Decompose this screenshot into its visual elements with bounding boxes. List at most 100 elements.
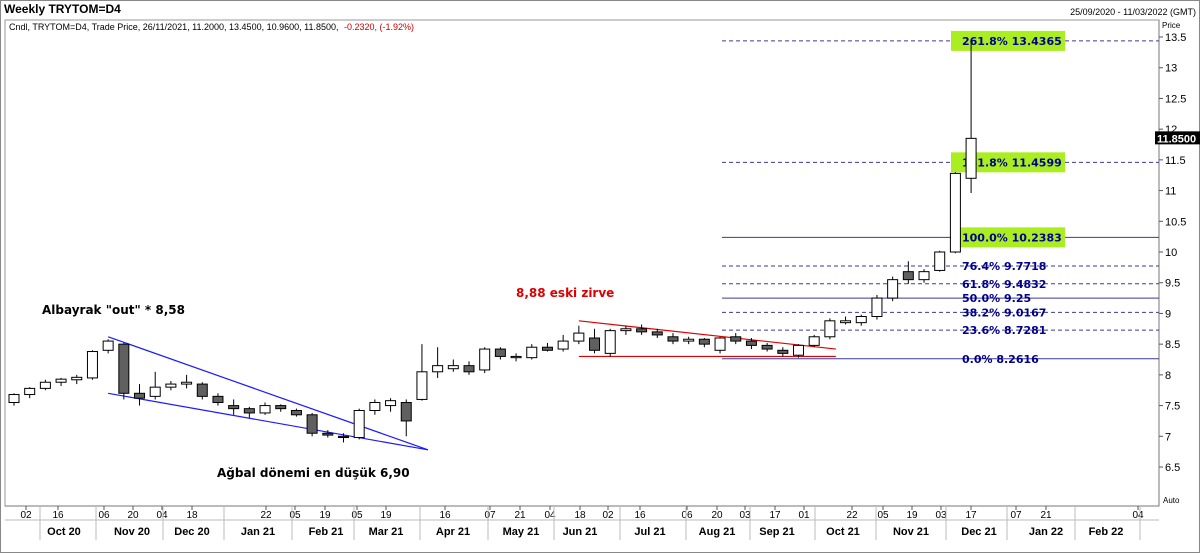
candle-down xyxy=(745,340,757,346)
ohlc-info-line: Cndl, TRYTOM=D4, Trade Price, 26/11/2021… xyxy=(9,22,414,32)
fib-level-highlight xyxy=(951,227,1065,248)
date-tick-label: 17 xyxy=(769,510,781,521)
date-tick-label: 05 xyxy=(289,510,301,521)
candle-down xyxy=(761,344,773,350)
chart-annotations: Albayrak "out" * 8,58 Ağbal dönemi en düş… xyxy=(42,286,614,480)
last-price-label: 11.8500 xyxy=(1157,133,1196,145)
month-label: Jun 21 xyxy=(563,526,598,538)
candle-up xyxy=(8,394,20,404)
price-tick-label: 11.5 xyxy=(1165,155,1186,167)
annotation-label: Ağbal dönemi en düşük 6,90 xyxy=(217,466,410,480)
candle-up xyxy=(432,365,444,373)
month-label: Jul 21 xyxy=(634,526,665,538)
price-tick-label: 10.5 xyxy=(1165,216,1186,228)
trend-lines[interactable] xyxy=(107,320,836,451)
candle-down xyxy=(636,328,648,333)
date-tick-label: 03 xyxy=(739,510,751,521)
candle-up xyxy=(259,405,271,414)
candle-up xyxy=(71,376,83,381)
candle-down xyxy=(494,348,506,357)
auto-scale-label[interactable]: Auto xyxy=(1163,496,1180,505)
plot-area[interactable] xyxy=(4,19,1160,507)
candle-up xyxy=(385,400,397,407)
month-label: Nov 20 xyxy=(114,526,150,538)
month-label: Oct 20 xyxy=(47,526,81,538)
date-tick-label: 03 xyxy=(935,510,947,521)
month-label: Feb 21 xyxy=(309,526,344,538)
candle-up xyxy=(824,320,836,338)
candle-down xyxy=(228,405,240,410)
candle-down xyxy=(651,331,663,336)
candle-down xyxy=(243,408,255,414)
month-label: Oct 21 xyxy=(826,526,860,538)
date-tick-label: 05 xyxy=(351,510,363,521)
window-title: Weekly TRYTOM=D4 xyxy=(4,2,121,16)
candle-down xyxy=(275,405,287,410)
ohlc-info-text: Cndl, TRYTOM=D4, Trade Price, 26/11/2021… xyxy=(9,22,338,32)
price-tick-label: 7 xyxy=(1165,431,1171,443)
candle-down xyxy=(290,409,302,416)
date-tick-label: 22 xyxy=(260,510,272,521)
price-tick-label: 7.5 xyxy=(1165,401,1180,413)
date-tick-label: 22 xyxy=(846,510,858,521)
month-label: Apr 21 xyxy=(436,526,470,538)
fib-level-label: 0.0% 8.2616 xyxy=(962,353,1039,366)
candle-up xyxy=(871,297,883,318)
candle-up xyxy=(793,344,804,356)
candlestick-series xyxy=(8,40,977,443)
month-label: Aug 21 xyxy=(699,526,736,538)
time-axis: 02 16 06 20 04 18 22 05 19 05 19 16 07 21 04 18 02 16 06 20… xyxy=(20,506,1144,540)
candle-down xyxy=(196,383,208,397)
candle-up xyxy=(840,320,852,324)
candle-up xyxy=(573,332,585,342)
annotation-label: 8,88 eski zirve xyxy=(516,286,614,300)
month-label: Sep 21 xyxy=(759,526,794,538)
candle-up xyxy=(181,381,193,385)
candle-down xyxy=(212,395,224,404)
month-label: May 21 xyxy=(503,526,540,538)
fib-level-label: 161.8% 11.4599 xyxy=(962,156,1062,169)
candle-up xyxy=(683,338,695,342)
candle-up xyxy=(165,383,177,388)
price-tick-label: 13 xyxy=(1165,63,1177,75)
candle-up xyxy=(557,340,569,350)
ohlc-info-change: -0.2320, (-1.92%) xyxy=(344,22,414,32)
candle-up xyxy=(39,381,51,389)
date-tick-label: 20 xyxy=(127,510,139,521)
candle-down xyxy=(698,338,710,345)
month-label: Nov 21 xyxy=(893,526,929,538)
fib-level-label: 76.4% 9.7718 xyxy=(962,260,1046,273)
date-range: 25/09/2020 - 11/03/2022 (GMT) xyxy=(1070,7,1196,17)
date-tick-label: 16 xyxy=(634,510,646,521)
fib-level-label: 23.6% 8.7281 xyxy=(962,324,1046,337)
candle-up xyxy=(149,386,161,397)
price-tick-label: 6.5 xyxy=(1165,462,1180,474)
fib-level-label: 38.2% 9.0167 xyxy=(962,306,1046,319)
date-tick-label: 07 xyxy=(484,510,496,521)
date-tick-label: 17 xyxy=(965,510,977,521)
price-tick-label: 10 xyxy=(1165,247,1177,259)
candle-up xyxy=(526,346,538,359)
candle-up xyxy=(416,371,428,400)
date-tick-label: 07 xyxy=(1010,510,1022,521)
candle-down xyxy=(337,435,349,439)
candle-up xyxy=(620,328,632,332)
candle-up xyxy=(102,340,114,351)
candle-up xyxy=(24,387,36,396)
candle-up xyxy=(369,402,381,411)
annotation-label: Albayrak "out" * 8,58 xyxy=(42,303,185,317)
candle-up xyxy=(918,271,930,281)
wedge-upper-line xyxy=(107,336,429,451)
candle-up xyxy=(934,251,946,271)
price-axis-label: Price xyxy=(1162,21,1181,30)
date-tick-label: 19 xyxy=(906,510,918,521)
price-tick-label: 8 xyxy=(1165,370,1171,382)
candle-down xyxy=(306,414,318,434)
fib-level-label: 261.8% 13.4365 xyxy=(962,35,1062,48)
last-price-marker xyxy=(1155,131,1200,145)
fibonacci-retracement[interactable]: 261.8% 13.4365 161.8% 11.4599 100.0% 10.23… xyxy=(722,30,1159,366)
month-label: Dec 21 xyxy=(961,526,996,538)
candle-down xyxy=(400,402,412,422)
